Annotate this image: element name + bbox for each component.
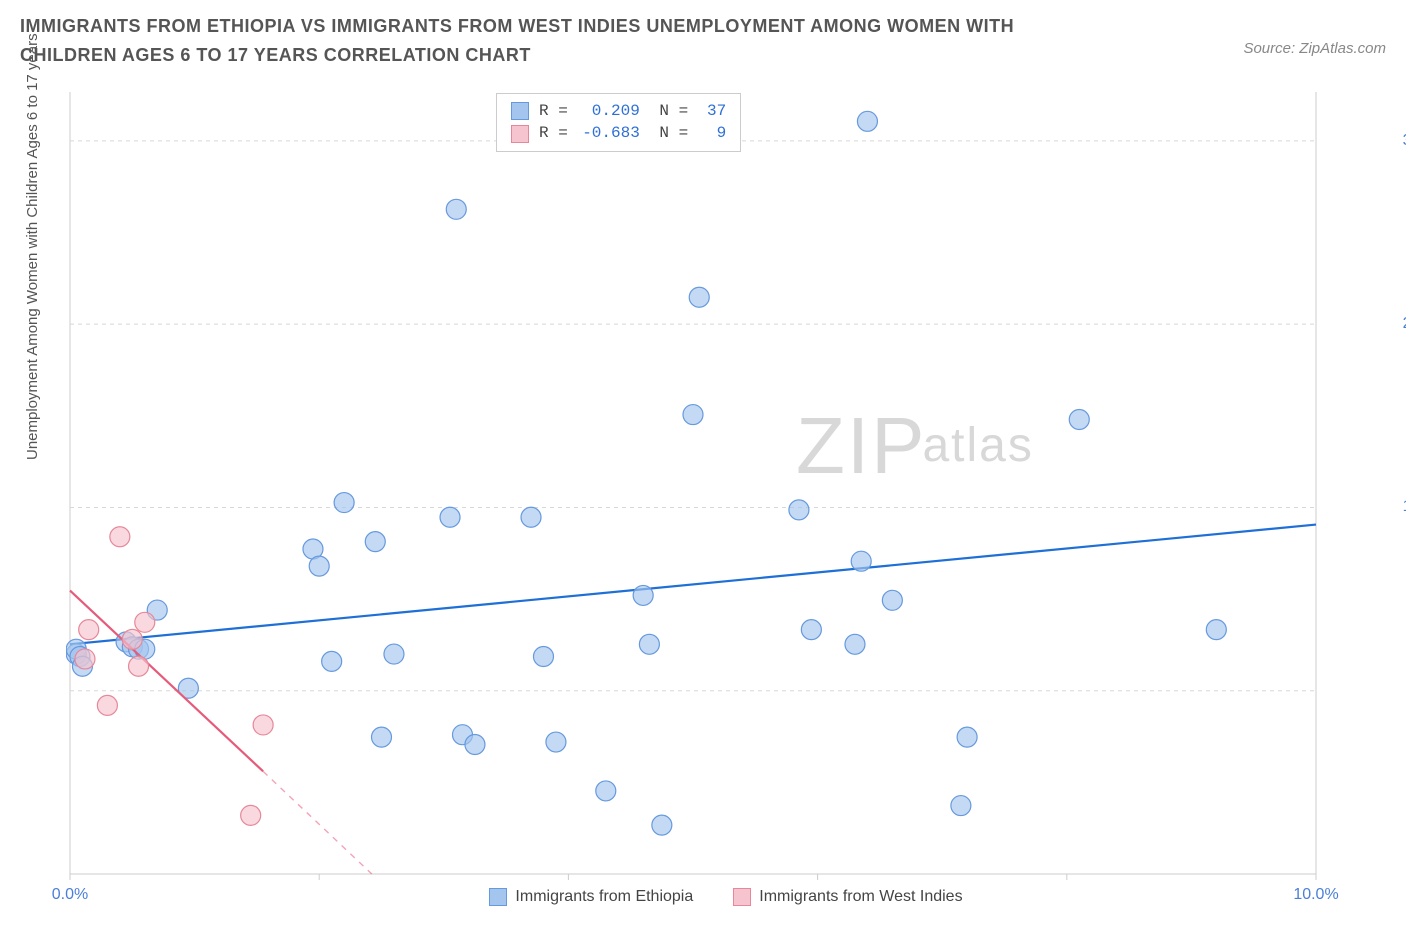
scatter-chart xyxy=(66,90,1386,880)
legend-swatch-blue-2 xyxy=(489,888,507,906)
legend-row-westindies: R = -0.683 N = 9 xyxy=(511,122,726,144)
legend-item-ethiopia: Immigrants from Ethiopia xyxy=(489,888,693,906)
plot-area: ZIPatlas R = 0.209 N = 37 R = -0.683 N =… xyxy=(66,90,1386,880)
legend-swatch-pink-2 xyxy=(733,888,751,906)
legend-row-ethiopia: R = 0.209 N = 37 xyxy=(511,100,726,122)
legend-swatch-pink xyxy=(511,125,529,143)
legend-label-westindies: Immigrants from West Indies xyxy=(759,888,962,906)
y-axis-label: Unemployment Among Women with Children A… xyxy=(24,33,41,460)
chart-title: IMMIGRANTS FROM ETHIOPIA VS IMMIGRANTS F… xyxy=(20,12,1100,70)
y-tick-label: 22.5% xyxy=(1403,315,1406,333)
header-row: IMMIGRANTS FROM ETHIOPIA VS IMMIGRANTS F… xyxy=(0,0,1406,70)
y-tick-label: 15.0% xyxy=(1403,498,1406,516)
r-value-ethiopia: 0.209 xyxy=(578,100,640,122)
legend-label-ethiopia: Immigrants from Ethiopia xyxy=(515,888,693,906)
source-label: Source: ZipAtlas.com xyxy=(1243,40,1386,57)
y-tick-label: 30.0% xyxy=(1403,132,1406,150)
series-legend: Immigrants from Ethiopia Immigrants from… xyxy=(66,888,1386,906)
n-value-westindies: 9 xyxy=(698,122,726,144)
legend-swatch-blue xyxy=(511,102,529,120)
n-value-ethiopia: 37 xyxy=(698,100,726,122)
legend-item-westindies: Immigrants from West Indies xyxy=(733,888,962,906)
correlation-legend: R = 0.209 N = 37 R = -0.683 N = 9 xyxy=(496,93,741,152)
r-value-westindies: -0.683 xyxy=(578,122,640,144)
